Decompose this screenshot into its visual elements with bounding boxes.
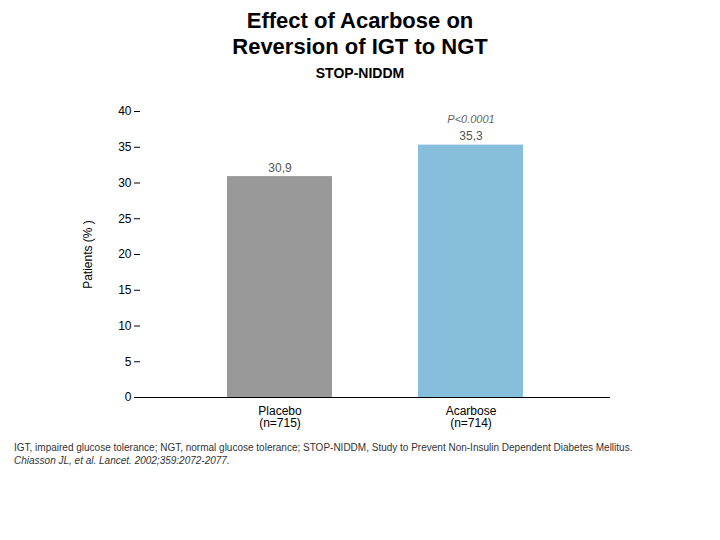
svg-text:Placebo(n=715): Placebo(n=715) bbox=[258, 404, 302, 430]
svg-text:0: 0 bbox=[125, 390, 132, 404]
svg-text:40: 40 bbox=[118, 104, 132, 118]
html-text:Chiasson JL, et al. Lancet. 20: Chiasson JL, et al. Lancet. 2002;359:207… bbox=[14, 454, 230, 466]
svg-text:25: 25 bbox=[118, 211, 132, 225]
html-text:Effect of Acarbose on Reversio: Effect of Acarbose on Reversion of IGT t… bbox=[232, 8, 488, 60]
html-text:STOP-NIDDM: STOP-NIDDM bbox=[315, 64, 405, 81]
svg-text:35,3: 35,3 bbox=[459, 129, 483, 143]
svg-text:20: 20 bbox=[118, 247, 132, 261]
svg-text:10: 10 bbox=[118, 319, 132, 333]
svg-text:5: 5 bbox=[125, 354, 132, 368]
svg-text:35: 35 bbox=[118, 140, 132, 154]
svg-text:Patients (% ): Patients (% ) bbox=[81, 220, 95, 289]
svg-text:Acarbose(n=714): Acarbose(n=714) bbox=[446, 404, 497, 430]
svg-text:P<0.0001: P<0.0001 bbox=[447, 113, 494, 125]
html-text:IGT, impaired glucose toleranc: IGT, impaired glucose tolerance; NGT, no… bbox=[14, 441, 633, 453]
svg-text:30: 30 bbox=[118, 176, 132, 190]
svg-text:15: 15 bbox=[118, 283, 132, 297]
svg-text:30,9: 30,9 bbox=[268, 160, 292, 174]
